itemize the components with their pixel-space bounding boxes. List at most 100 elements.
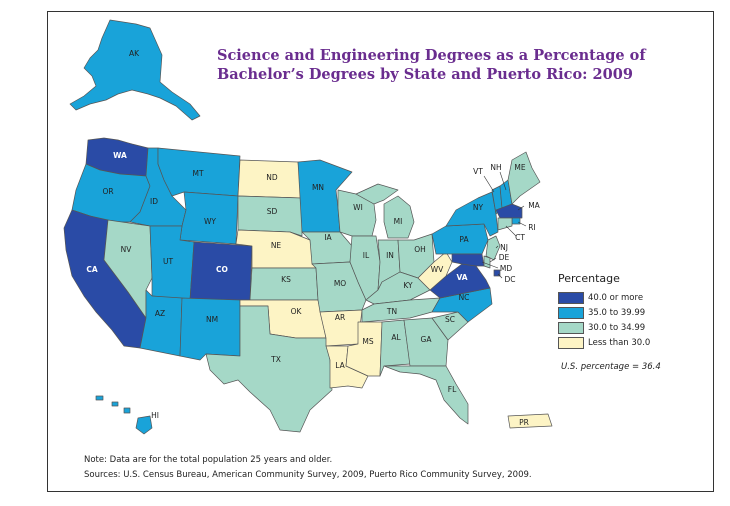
- state-ma: [495, 203, 523, 219]
- label-sd: SD: [267, 207, 278, 216]
- state-va: [429, 263, 491, 299]
- legend-label: 40.0 or more: [588, 293, 644, 303]
- legend-item: 30.0 to 34.99: [558, 321, 698, 335]
- label-or: OR: [102, 187, 113, 196]
- state-ak: [69, 19, 201, 121]
- state-ri: [511, 217, 521, 225]
- sources-note: Sources: U.S. Census Bureau, American Co…: [84, 470, 532, 480]
- legend-swatch: [558, 322, 584, 334]
- label-nj: NJ: [500, 243, 508, 252]
- leader-nh: [499, 171, 507, 191]
- label-tn: TN: [386, 307, 397, 316]
- label-nd: ND: [266, 173, 278, 182]
- label-mt: MT: [192, 169, 203, 178]
- label-wi: WI: [353, 203, 363, 212]
- state-hi-island: [95, 395, 104, 401]
- label-ca: CA: [86, 265, 98, 274]
- leader-vt: [483, 175, 495, 193]
- label-ak: AK: [129, 49, 140, 58]
- state-mi: [383, 195, 415, 239]
- label-mn: MN: [312, 183, 324, 192]
- label-wy: WY: [204, 217, 216, 226]
- label-leaders: [481, 171, 527, 279]
- label-mo: MO: [334, 279, 346, 288]
- legend-label: Less than 30.0: [588, 338, 651, 348]
- state-fl: [383, 365, 469, 425]
- label-pa: PA: [459, 235, 469, 244]
- label-ct: CT: [515, 233, 525, 242]
- label-nh: NH: [490, 163, 501, 172]
- state-ar: [319, 309, 363, 347]
- leader-de: [489, 257, 497, 263]
- state-ct: [497, 217, 513, 231]
- label-wv: WV: [431, 265, 444, 274]
- states-layer: [63, 19, 553, 435]
- label-al: AL: [391, 333, 401, 342]
- legend-item: Less than 30.0: [558, 336, 698, 350]
- legend-swatch: [558, 292, 584, 304]
- label-nc: NC: [459, 293, 470, 302]
- label-de: DE: [499, 253, 510, 262]
- data-note: Note: Data are for the total population …: [84, 455, 333, 465]
- legend-title: Percentage: [558, 272, 620, 285]
- label-vt: VT: [473, 167, 483, 176]
- legend-label: 30.0 to 34.99: [588, 323, 646, 333]
- legend-swatch: [558, 307, 584, 319]
- us-percentage: U.S. percentage = 36.4: [561, 362, 661, 372]
- map-title-line-2: Bachelor’s Degrees by State and Puerto R…: [217, 66, 633, 83]
- map-title: Science and Engineering Degrees as a Per…: [217, 46, 646, 84]
- label-dc: DC: [504, 275, 515, 284]
- state-pr: [507, 413, 553, 429]
- label-ut: UT: [163, 257, 173, 266]
- legend-item: 35.0 to 39.99: [558, 306, 698, 320]
- label-ks: KS: [281, 275, 291, 284]
- label-ny: NY: [473, 203, 484, 212]
- label-tx: TX: [270, 355, 281, 364]
- legend-swatch: [558, 337, 584, 349]
- label-in: IN: [386, 251, 394, 260]
- label-fl: FL: [448, 385, 457, 394]
- label-co: CO: [216, 265, 228, 274]
- label-nm: NM: [206, 315, 218, 324]
- state-nm: [179, 297, 241, 361]
- footnotes: Note: Data are for the total population …: [84, 453, 532, 483]
- map-legend: Percentage 40.0 or more 35.0 to 39.99 30…: [558, 272, 698, 351]
- label-la: LA: [335, 361, 345, 370]
- leader-ct: [505, 225, 517, 237]
- label-il: IL: [363, 251, 370, 260]
- leader-nj: [495, 245, 499, 249]
- state-ga: [403, 317, 449, 367]
- label-me: ME: [514, 163, 525, 172]
- state-mi-upper: [355, 183, 399, 205]
- leader-ri: [517, 221, 527, 227]
- state-hi-island: [111, 401, 119, 407]
- label-va: VA: [456, 273, 467, 282]
- label-hi: HI: [151, 411, 159, 420]
- label-ok: OK: [291, 307, 303, 316]
- label-ia: IA: [324, 233, 332, 242]
- label-ms: MS: [362, 337, 373, 346]
- label-ne: NE: [271, 241, 282, 250]
- state-sd: [237, 195, 303, 237]
- label-sc: SC: [445, 315, 455, 324]
- label-ar: AR: [335, 313, 345, 322]
- legend-item: 40.0 or more: [558, 291, 698, 305]
- leader-ma: [517, 205, 525, 211]
- label-ma: MA: [528, 201, 540, 210]
- state-az: [139, 289, 183, 357]
- state-md: [451, 253, 485, 267]
- leader-dc: [497, 273, 503, 279]
- label-nv: NV: [121, 245, 133, 254]
- state-me: [507, 151, 541, 205]
- leader-md: [481, 261, 499, 269]
- state-tx: [205, 305, 333, 433]
- label-oh: OH: [414, 245, 426, 254]
- state-ks: [249, 267, 319, 301]
- label-az: AZ: [155, 309, 165, 318]
- label-mi: MI: [394, 217, 403, 226]
- label-id: ID: [150, 197, 158, 206]
- state-hi: [135, 415, 153, 435]
- map-title-line-1: Science and Engineering Degrees as a Per…: [217, 47, 646, 64]
- state-nj: [485, 235, 501, 261]
